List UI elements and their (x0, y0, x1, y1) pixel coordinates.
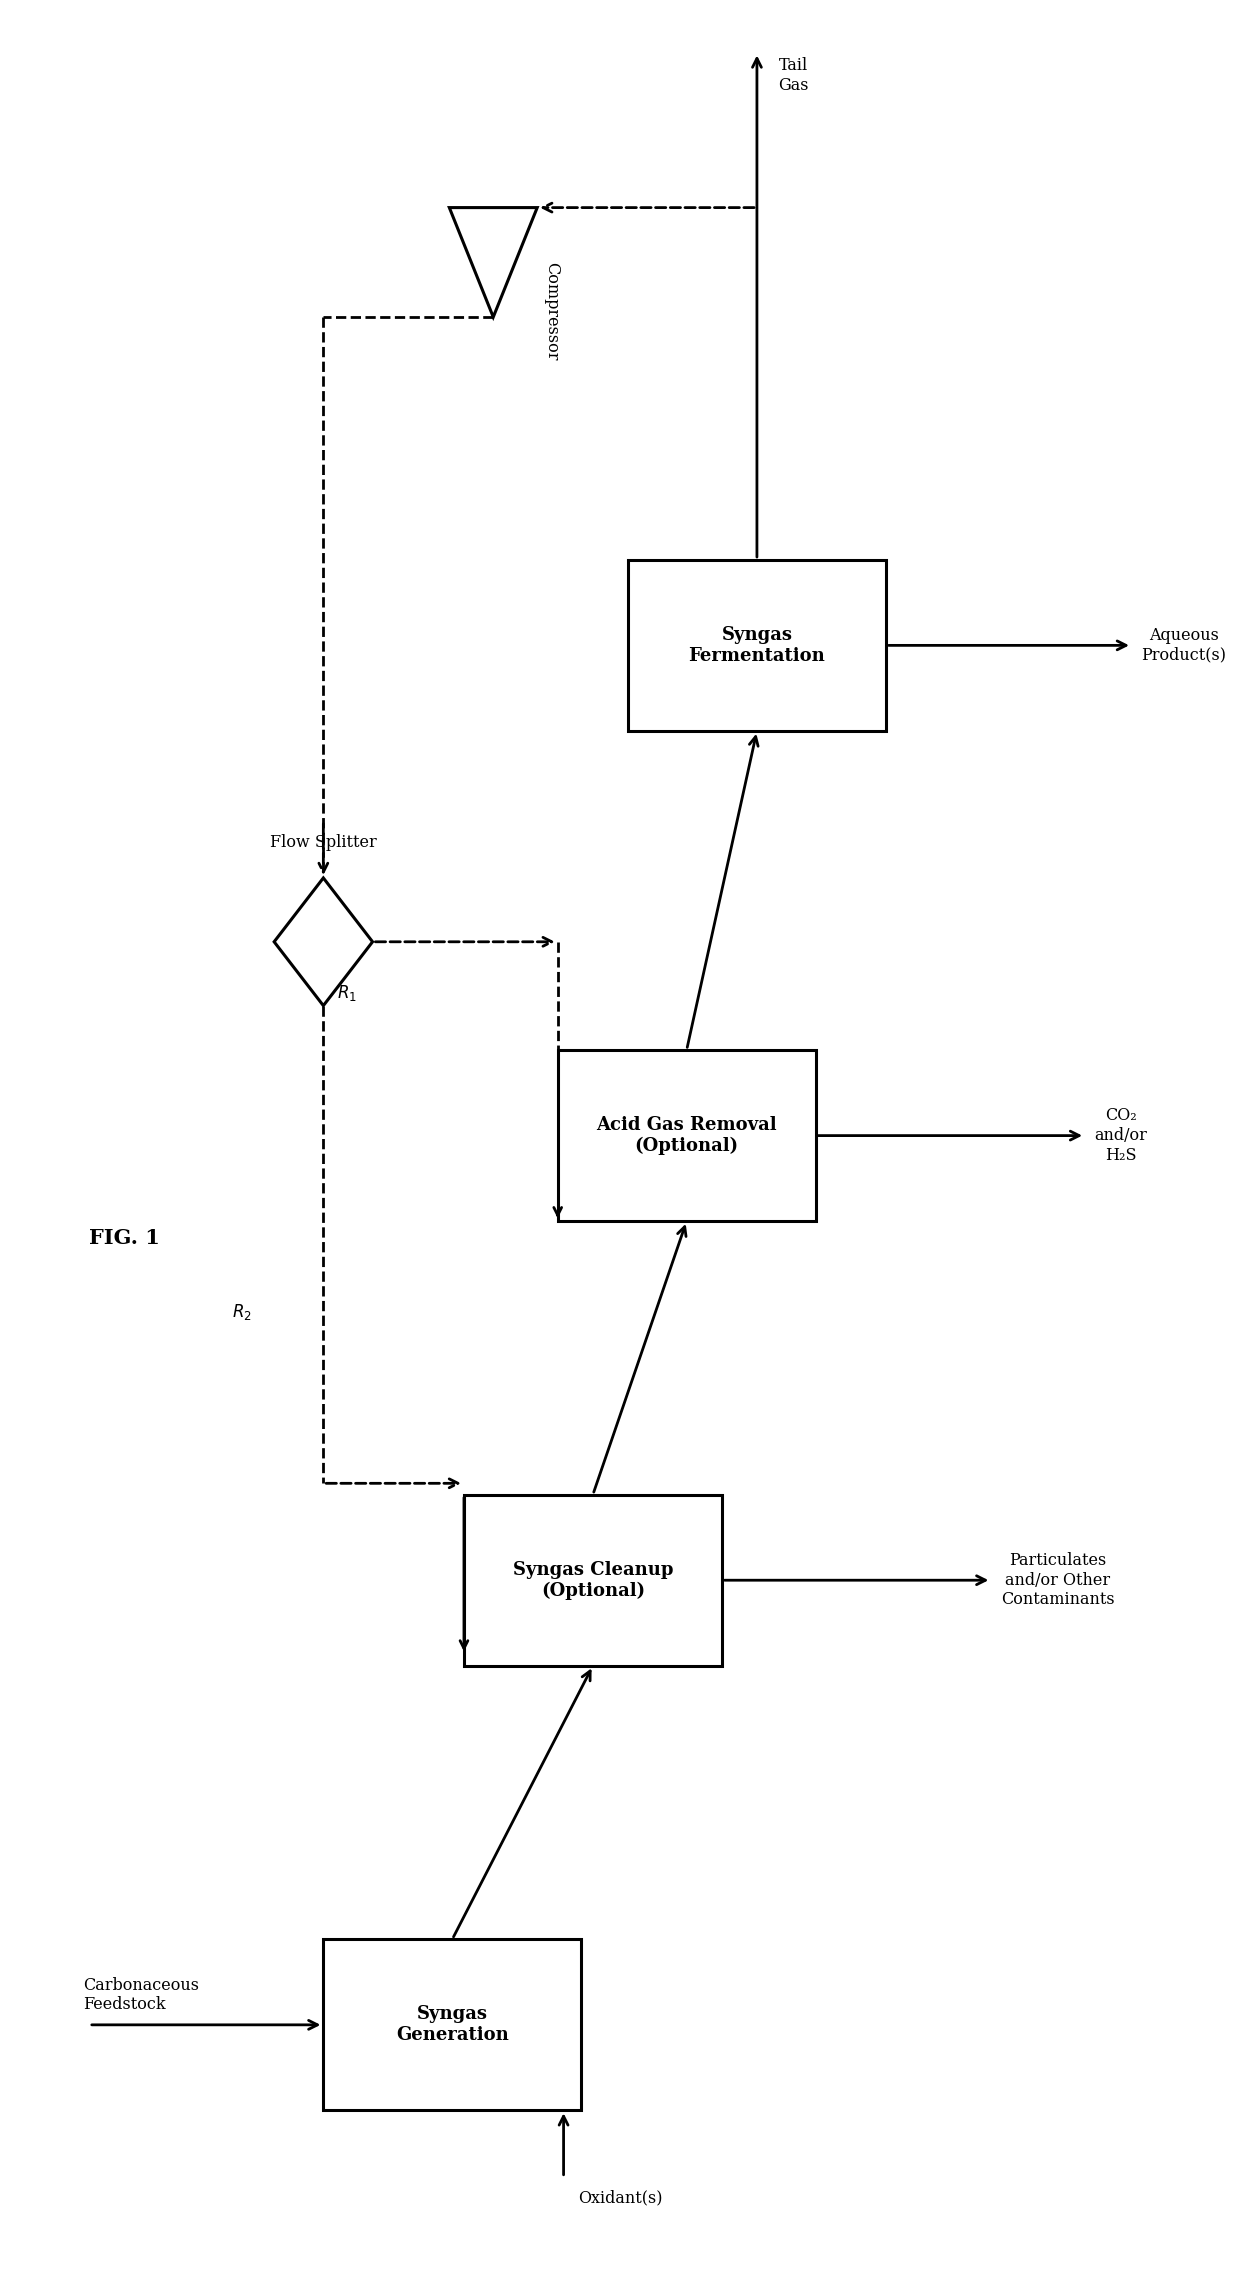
Text: Syngas
Generation: Syngas Generation (396, 2005, 508, 2044)
FancyBboxPatch shape (627, 560, 885, 732)
Text: FIG. 1: FIG. 1 (89, 1227, 160, 1248)
Text: Acid Gas Removal
(Optional): Acid Gas Removal (Optional) (596, 1117, 777, 1156)
Text: $R_2$: $R_2$ (232, 1303, 252, 1321)
Text: Tail
Gas: Tail Gas (777, 57, 808, 94)
Text: Aqueous
Product(s): Aqueous Product(s) (1141, 626, 1226, 663)
Text: Syngas
Fermentation: Syngas Fermentation (688, 626, 826, 665)
Text: Carbonaceous
Feedstock: Carbonaceous Feedstock (83, 1977, 200, 2014)
Text: Oxidant(s): Oxidant(s) (578, 2188, 662, 2207)
Text: Compressor: Compressor (543, 262, 559, 360)
FancyBboxPatch shape (464, 1496, 722, 1665)
Text: Particulates
and/or Other
Contaminants: Particulates and/or Other Contaminants (1001, 1553, 1115, 1608)
FancyBboxPatch shape (324, 1938, 582, 2110)
Text: Syngas Cleanup
(Optional): Syngas Cleanup (Optional) (512, 1560, 673, 1599)
Text: $R_1$: $R_1$ (337, 982, 357, 1002)
FancyBboxPatch shape (558, 1051, 816, 1220)
Text: Flow Splitter: Flow Splitter (270, 833, 377, 851)
Text: CO₂
and/or
H₂S: CO₂ and/or H₂S (1095, 1108, 1147, 1163)
